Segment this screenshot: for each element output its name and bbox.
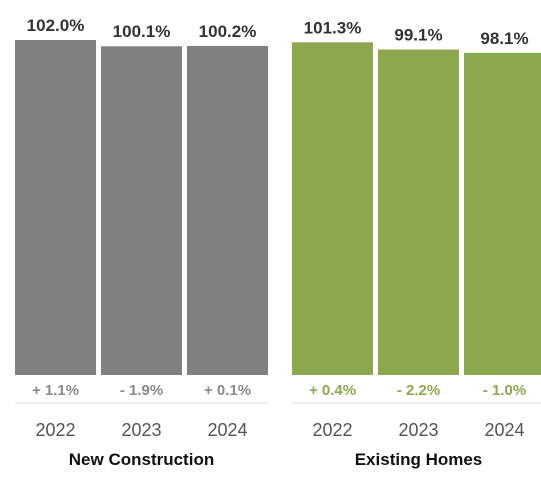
x-tick-label: 2022 <box>312 420 352 440</box>
bar <box>101 46 182 375</box>
bar-change-label: + 1.1% <box>32 382 79 399</box>
bar-value-label: 101.3% <box>304 18 362 37</box>
bar-group-new-construction: 102.0% + 1.1% 2022 100.1% - 1.9% 2023 100.2% + … <box>15 16 268 469</box>
bar <box>292 42 373 376</box>
group-label: Existing Homes <box>355 450 483 469</box>
bar-value-label: 99.1% <box>394 26 442 45</box>
x-tick-label: 2024 <box>484 420 524 440</box>
bar <box>15 40 96 375</box>
group-label: New Construction <box>69 450 214 469</box>
bar-value-label: 98.1% <box>480 29 528 48</box>
bar-change-label: - 1.0% <box>483 382 526 399</box>
bar-change-label: + 0.4% <box>309 382 356 399</box>
bar-value-label: 100.1% <box>113 22 171 41</box>
bar-change-label: - 2.2% <box>397 382 440 399</box>
x-tick-label: 2023 <box>398 420 438 440</box>
x-tick-label: 2023 <box>121 420 161 440</box>
bar <box>187 45 268 375</box>
bar <box>464 52 541 375</box>
bar-change-label: + 0.1% <box>204 382 251 399</box>
bar-change-label: - 1.9% <box>120 382 163 399</box>
bar-group-existing-homes: 101.3% + 0.4% 2022 99.1% - 2.2% 2023 98.1% - 1.… <box>292 18 541 469</box>
bar-value-label: 102.0% <box>27 16 85 35</box>
bar <box>378 49 459 376</box>
bar-value-label: 100.2% <box>199 22 257 41</box>
x-tick-label: 2024 <box>207 420 247 440</box>
x-tick-label: 2022 <box>35 420 75 440</box>
